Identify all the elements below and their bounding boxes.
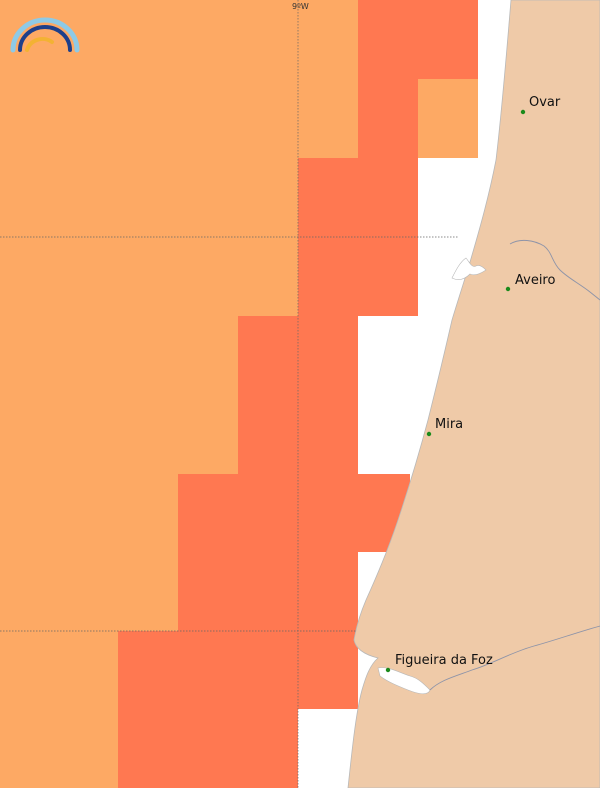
city-label: Mira — [435, 417, 463, 432]
mondego-estuary — [377, 667, 431, 695]
logo-arc-middle — [18, 25, 72, 52]
logo-arc-outer — [10, 17, 80, 53]
vouga-river — [509, 239, 600, 301]
city-mira[interactable]: Mira — [426, 417, 463, 437]
city-figueira-da-foz[interactable]: Figueira da Foz — [385, 653, 493, 673]
mondego-river — [429, 625, 600, 691]
city-ovar[interactable]: Ovar — [520, 95, 561, 115]
city-label: Ovar — [529, 95, 561, 110]
cities[interactable]: Ovar Aveiro Mira Figueira da Foz — [385, 95, 561, 673]
city-aveiro[interactable]: Aveiro — [505, 273, 556, 292]
rainbow-logo-icon — [10, 17, 80, 53]
city-dot — [505, 286, 511, 292]
logo-arc-inner — [25, 37, 54, 52]
zone-light — [0, 0, 358, 788]
land-portugal — [347, 0, 600, 788]
city-dot — [385, 667, 391, 673]
aveiro-lagoon — [451, 257, 487, 280]
city-dot — [426, 431, 432, 437]
rivers — [429, 239, 600, 691]
meridian-label: 9ºW — [292, 2, 309, 11]
graticule — [0, 0, 458, 788]
city-dot — [520, 109, 526, 115]
city-label: Figueira da Foz — [395, 653, 493, 668]
zone-light-north-box — [418, 79, 478, 158]
city-label: Aveiro — [515, 273, 555, 288]
